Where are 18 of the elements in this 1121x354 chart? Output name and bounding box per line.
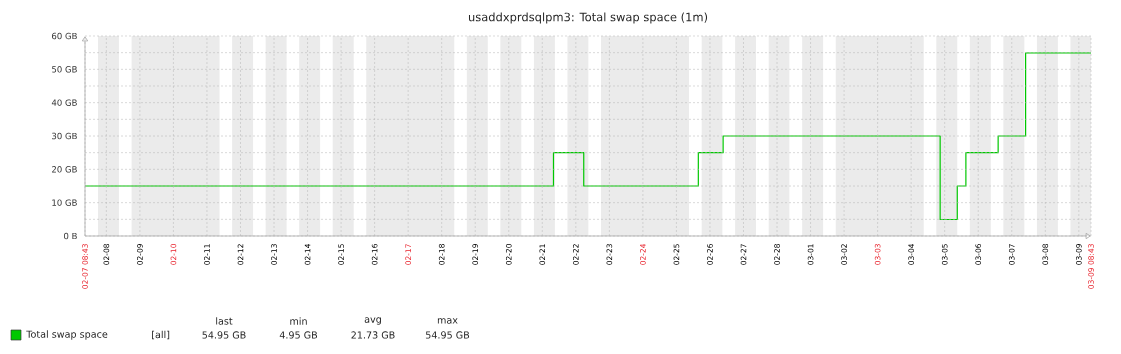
text: min: [290, 317, 307, 325]
y-tick-label: 10 GB: [52, 199, 77, 206]
y-tick-label: 30 GB: [52, 132, 77, 140]
text: 54.95 GB: [425, 331, 470, 339]
y-tick-label: 20 GB: [52, 166, 77, 173]
text: 21.73 GB: [351, 331, 395, 339]
text: 4.95 GB: [279, 331, 318, 339]
y-tick-label: 60 GB: [52, 32, 77, 40]
legend-label: Total swap space: [26, 330, 108, 340]
text: avg: [364, 317, 381, 325]
text: 54.95 GB: [202, 331, 246, 339]
text: last: [216, 317, 233, 325]
y-tick-label: 50 GB: [52, 66, 77, 73]
chart-title: usaddxprdsqlpm3: Total swap space (1m): [468, 12, 708, 24]
y-tick-label: 40 GB: [51, 99, 77, 106]
text: max: [437, 318, 458, 324]
text: [all]: [152, 330, 170, 340]
y-tick-label: 0 B: [64, 232, 77, 240]
